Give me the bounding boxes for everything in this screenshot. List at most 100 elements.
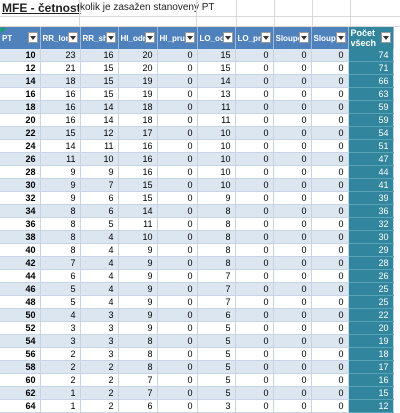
table-cell[interactable]: 0 <box>311 334 349 348</box>
filter-dropdown-icon[interactable] <box>335 32 346 43</box>
table-cell[interactable]: 9 <box>118 282 158 296</box>
column-header-9[interactable]: Sloupe <box>311 27 349 49</box>
table-cell[interactable]: 4 <box>80 243 119 257</box>
table-cell[interactable]: 0 <box>235 373 274 387</box>
table-cell[interactable]: 0 <box>311 373 349 387</box>
table-cell[interactable]: 19 <box>348 334 394 348</box>
table-cell[interactable]: 0 <box>273 49 312 62</box>
table-cell[interactable]: 0 <box>235 113 274 127</box>
table-cell[interactable]: 50 <box>0 308 41 322</box>
table-cell[interactable]: 0 <box>157 113 198 127</box>
table-cell[interactable]: 0 <box>157 87 198 101</box>
table-cell[interactable]: 15 <box>80 61 119 75</box>
table-cell[interactable]: 0 <box>157 49 198 62</box>
table-cell[interactable]: 0 <box>235 282 274 296</box>
table-cell[interactable]: 4 <box>40 308 81 322</box>
table-cell[interactable]: 0 <box>311 74 349 88</box>
filter-dropdown-icon[interactable] <box>260 32 271 43</box>
table-cell[interactable]: 0 <box>157 230 198 244</box>
table-cell[interactable]: 29 <box>348 243 394 257</box>
table-cell[interactable]: 64 <box>0 399 41 413</box>
table-cell[interactable]: 32 <box>0 191 41 205</box>
table-cell[interactable]: 62 <box>0 386 41 400</box>
table-cell[interactable]: 44 <box>0 269 41 283</box>
filter-dropdown-icon[interactable] <box>27 32 38 43</box>
table-cell[interactable]: 0 <box>235 74 274 88</box>
column-header-4[interactable]: HI_odr <box>118 27 158 49</box>
table-cell[interactable]: 0 <box>157 243 198 257</box>
table-cell[interactable]: 0 <box>235 230 274 244</box>
table-cell[interactable]: 0 <box>311 269 349 283</box>
table-cell[interactable]: 54 <box>348 126 394 140</box>
table-cell[interactable]: 74 <box>348 49 394 62</box>
table-cell[interactable]: 15 <box>118 178 158 192</box>
table-cell[interactable]: 51 <box>348 139 394 153</box>
filter-dropdown-icon[interactable] <box>184 32 195 43</box>
table-cell[interactable]: 8 <box>197 256 236 270</box>
table-cell[interactable]: 10 <box>197 139 236 153</box>
table-cell[interactable]: 0 <box>157 360 198 374</box>
table-cell[interactable]: 0 <box>157 165 198 179</box>
table-cell[interactable]: 13 <box>197 87 236 101</box>
table-cell[interactable]: 4 <box>80 256 119 270</box>
table-cell[interactable]: 8 <box>40 217 81 231</box>
table-cell[interactable]: 0 <box>311 178 349 192</box>
table-cell[interactable]: 0 <box>157 308 198 322</box>
table-cell[interactable]: 0 <box>273 360 312 374</box>
table-cell[interactable]: 17 <box>348 360 394 374</box>
table-cell[interactable]: 4 <box>80 295 119 309</box>
table-cell[interactable]: 0 <box>235 191 274 205</box>
table-cell[interactable]: 10 <box>118 230 158 244</box>
table-cell[interactable]: 0 <box>273 74 312 88</box>
table-cell[interactable]: 30 <box>0 178 41 192</box>
table-cell[interactable]: 0 <box>235 334 274 348</box>
table-cell[interactable]: 26 <box>348 269 394 283</box>
table-cell[interactable]: 14 <box>80 100 119 114</box>
column-header-3[interactable]: RR_sho <box>80 27 119 49</box>
table-cell[interactable]: 3 <box>80 321 119 335</box>
table-cell[interactable]: 0 <box>235 386 274 400</box>
table-cell[interactable]: 0 <box>273 282 312 296</box>
table-cell[interactable]: 0 <box>157 139 198 153</box>
table-cell[interactable]: 16 <box>118 152 158 166</box>
table-cell[interactable]: 9 <box>40 165 81 179</box>
table-cell[interactable]: 16 <box>40 100 81 114</box>
table-cell[interactable]: 21 <box>40 61 81 75</box>
table-cell[interactable]: 10 <box>197 165 236 179</box>
table-cell[interactable]: 0 <box>311 87 349 101</box>
table-cell[interactable]: 2 <box>80 399 119 413</box>
table-cell[interactable]: 0 <box>311 256 349 270</box>
table-cell[interactable]: 7 <box>197 282 236 296</box>
table-cell[interactable]: 15 <box>197 61 236 75</box>
table-cell[interactable]: 0 <box>235 61 274 75</box>
table-cell[interactable]: 9 <box>118 308 158 322</box>
table-cell[interactable]: 0 <box>311 295 349 309</box>
sheet-subtitle[interactable]: kolik je zasažen stanovený PT <box>80 2 215 13</box>
table-cell[interactable]: 16 <box>118 165 158 179</box>
table-cell[interactable]: 0 <box>157 217 198 231</box>
table-cell[interactable]: 44 <box>348 165 394 179</box>
table-cell[interactable]: 11 <box>197 113 236 127</box>
table-cell[interactable]: 10 <box>197 126 236 140</box>
table-cell[interactable]: 0 <box>235 217 274 231</box>
table-cell[interactable]: 7 <box>80 178 119 192</box>
table-cell[interactable]: 0 <box>235 139 274 153</box>
table-cell[interactable]: 18 <box>118 113 158 127</box>
table-cell[interactable]: 20 <box>118 61 158 75</box>
table-cell[interactable]: 32 <box>348 217 394 231</box>
table-cell[interactable]: 12 <box>80 126 119 140</box>
table-cell[interactable]: 2 <box>80 386 119 400</box>
table-cell[interactable]: 0 <box>311 386 349 400</box>
column-header-5[interactable]: HI_pru <box>157 27 198 49</box>
table-cell[interactable]: 0 <box>311 100 349 114</box>
table-cell[interactable]: 0 <box>273 295 312 309</box>
table-cell[interactable]: 0 <box>273 269 312 283</box>
table-cell[interactable]: 8 <box>118 360 158 374</box>
table-cell[interactable]: 3 <box>80 308 119 322</box>
table-cell[interactable]: 39 <box>348 191 394 205</box>
table-cell[interactable]: 0 <box>157 334 198 348</box>
table-cell[interactable]: 3 <box>80 347 119 361</box>
empty-row[interactable] <box>0 17 400 27</box>
table-cell[interactable]: 0 <box>311 126 349 140</box>
table-cell[interactable]: 2 <box>40 373 81 387</box>
